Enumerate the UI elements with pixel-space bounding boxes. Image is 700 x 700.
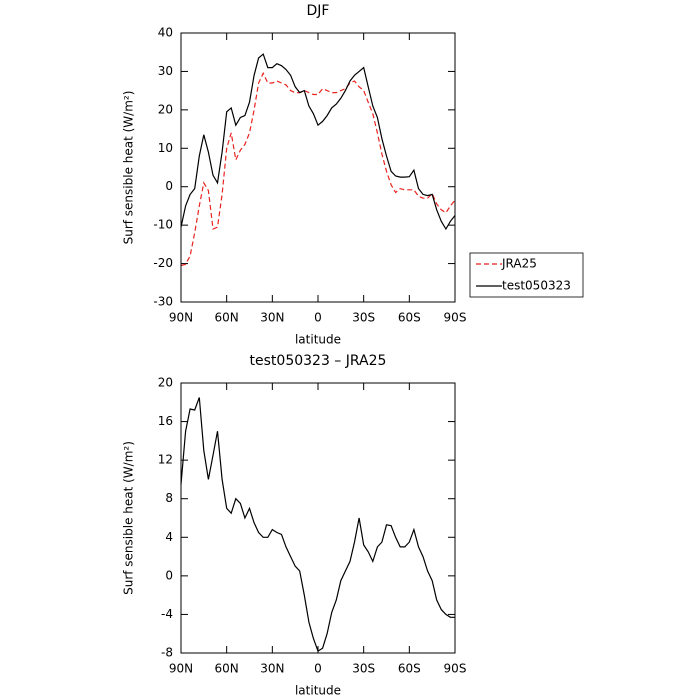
x-tick-label: 30N xyxy=(260,311,284,325)
y-tick-label: 40 xyxy=(158,26,173,40)
y-tick-label: 10 xyxy=(158,141,173,155)
x-tick-label: 60S xyxy=(398,662,421,676)
legend-box xyxy=(469,252,584,298)
y-tick-label: -30 xyxy=(153,295,173,309)
plot-frame xyxy=(180,32,456,303)
y-tick-label: -4 xyxy=(161,607,173,621)
x-axis-label: latitude xyxy=(295,684,341,698)
chart-title: DJF xyxy=(307,3,330,19)
chart-title: test050323 – JRA25 xyxy=(250,353,387,369)
x-tick-label: 60N xyxy=(215,311,239,325)
y-axis-label: Surf sensible heat (W/m²) xyxy=(122,441,136,595)
x-axis-label: latitude xyxy=(295,333,341,347)
x-tick-label: 90S xyxy=(444,662,467,676)
legend-label: test050323 xyxy=(502,279,571,293)
data-line xyxy=(180,71,456,267)
y-tick-label: -20 xyxy=(153,256,173,270)
data-line xyxy=(180,397,455,653)
y-axis-label: Surf sensible heat (W/m²) xyxy=(122,91,136,245)
x-tick-label: 30S xyxy=(352,311,375,325)
y-tick-label: 30 xyxy=(158,64,173,78)
x-tick-label: 90S xyxy=(444,311,467,325)
legend-label: JRA25 xyxy=(501,257,537,271)
y-tick-label: 16 xyxy=(158,414,173,428)
y-tick-label: -10 xyxy=(153,218,173,232)
y-tick-label: 8 xyxy=(165,491,173,505)
y-tick-label: 20 xyxy=(158,102,173,116)
y-tick-label: 0 xyxy=(165,179,173,193)
y-tick-label: -8 xyxy=(161,646,173,660)
x-tick-label: 30S xyxy=(352,662,375,676)
x-tick-label: 30N xyxy=(260,662,284,676)
x-tick-label: 90N xyxy=(169,662,193,676)
x-tick-label: 0 xyxy=(314,311,322,325)
x-tick-label: 60N xyxy=(215,662,239,676)
x-tick-label: 0 xyxy=(314,662,322,676)
data-line xyxy=(180,53,456,231)
x-tick-label: 60S xyxy=(398,311,421,325)
y-tick-label: 4 xyxy=(165,530,173,544)
plot-frame xyxy=(180,382,456,654)
y-tick-label: 0 xyxy=(165,568,173,582)
x-tick-label: 90N xyxy=(169,311,193,325)
y-tick-label: 20 xyxy=(158,376,173,390)
y-tick-label: 12 xyxy=(158,453,173,467)
